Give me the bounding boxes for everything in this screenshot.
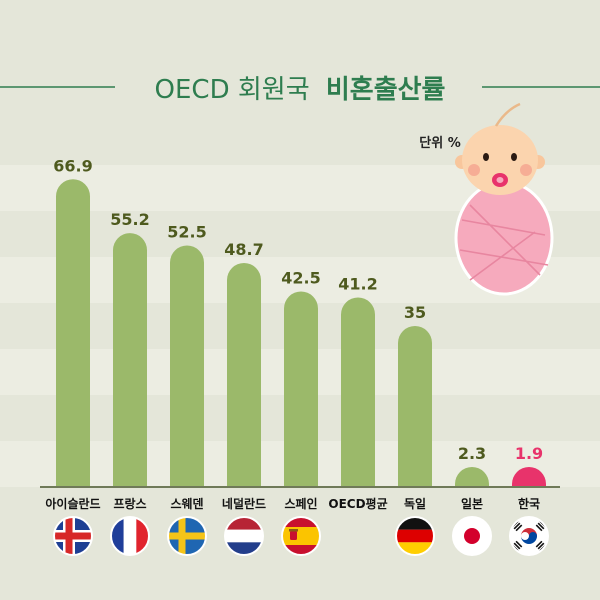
baby-pacifier-center (496, 177, 504, 183)
baby-cheek-left (468, 164, 480, 176)
value-label: 48.7 (224, 240, 263, 259)
korea-flag-icon (509, 516, 549, 556)
category-label: 일본 (461, 497, 483, 511)
page-title: OECD 회원국 비혼출산률 (155, 75, 446, 105)
value-label: 52.5 (167, 223, 206, 242)
bar (227, 262, 261, 487)
value-label: 41.2 (338, 274, 377, 293)
bar (398, 326, 432, 487)
baby-head (462, 125, 538, 195)
title-bold: 비혼출산률 (326, 75, 446, 105)
value-label: 42.5 (281, 269, 320, 288)
bar (341, 297, 375, 487)
value-label: 66.9 (53, 156, 92, 175)
france-flag-icon (110, 516, 150, 556)
flags-layer (53, 516, 549, 556)
baby-cheek-right (520, 164, 532, 176)
bar (170, 245, 204, 487)
netherlands-flag-icon (224, 516, 264, 556)
category-label: 네덜란드 (222, 496, 266, 511)
category-label: OECD평균 (328, 497, 387, 511)
category-label: 프랑스 (113, 497, 146, 511)
category-label: 아이슬란드 (45, 496, 100, 511)
category-label: 독일 (404, 497, 426, 511)
blanket-folds (459, 204, 549, 281)
value-label: 1.9 (515, 444, 543, 463)
bar (455, 467, 489, 487)
japan-flag-icon (452, 516, 492, 556)
iceland-flag-icon (53, 516, 93, 556)
bar (56, 179, 90, 487)
bar (284, 291, 318, 487)
sweden-flag-icon (167, 516, 207, 556)
value-label: 55.2 (110, 210, 149, 229)
category-label: 스웨덴 (170, 496, 203, 511)
unit-label: 단위 % (419, 135, 460, 151)
bar (512, 467, 546, 487)
swaddled-baby-illustration (454, 102, 554, 296)
value-label: 2.3 (458, 444, 486, 463)
bar (113, 233, 147, 487)
title-light: OECD 회원국 (155, 75, 310, 105)
spain-flag-icon (281, 516, 321, 556)
baby-hair-curl (494, 102, 521, 127)
category-label: 스페인 (284, 496, 317, 511)
category-label: 한국 (518, 496, 540, 511)
value-label: 35 (404, 303, 426, 322)
baby-eye-right (511, 153, 517, 161)
bars-layer: 66.9 아이슬란드 55.2 프랑스 52.5 스웨덴 48.7 네덜란드 42.5 스페인 41… (45, 156, 546, 511)
baby-eye-left (483, 153, 489, 161)
germany-flag-icon (395, 516, 435, 556)
